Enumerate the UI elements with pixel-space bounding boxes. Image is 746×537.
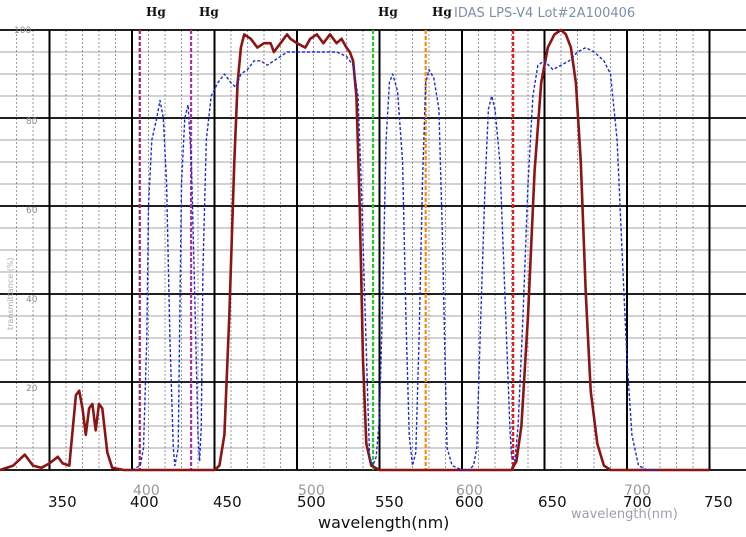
hg-label-546: Hg — [378, 5, 398, 19]
y-tick-20: 20 — [26, 384, 38, 394]
hg-label-578: Hg — [432, 5, 452, 19]
series-layer — [0, 28, 710, 472]
x-tick-ghost-600: 600 — [456, 483, 483, 499]
series-line-1 — [131, 46, 660, 471]
x-tick-500: 500 — [297, 493, 326, 511]
x-tick-550: 550 — [375, 493, 404, 511]
x-axis-label-ghost: wavelength(nm) — [571, 507, 678, 522]
series-line-0 — [0, 28, 710, 472]
x-tick-600: 600 — [455, 493, 484, 511]
y-tick-100: 100 — [14, 26, 31, 36]
x-tick-650: 650 — [538, 493, 567, 511]
x-tick-700: 700 — [623, 493, 652, 511]
x-tick-750: 750 — [704, 493, 733, 511]
hg-label-404: Hg — [146, 5, 166, 19]
x-tick-ghost-400: 400 — [133, 483, 160, 499]
y-tick-40: 40 — [26, 295, 38, 305]
y-tick-80: 80 — [26, 117, 38, 127]
y-tick-60: 60 — [26, 206, 38, 216]
chart-title: IDAS LPS-V4 Lot#2A100406 — [454, 6, 635, 21]
x-tick-ghost-500: 500 — [298, 483, 325, 499]
x-tick-450: 450 — [213, 493, 242, 511]
hg-label-436: Hg — [199, 5, 219, 19]
y-axis-label: transmittance (%) — [6, 257, 15, 330]
x-tick-ghost-700: 700 — [624, 483, 651, 499]
x-axis-label: wavelength(nm) — [318, 513, 449, 532]
x-tick-400: 400 — [130, 493, 159, 511]
x-tick-350: 350 — [48, 493, 77, 511]
